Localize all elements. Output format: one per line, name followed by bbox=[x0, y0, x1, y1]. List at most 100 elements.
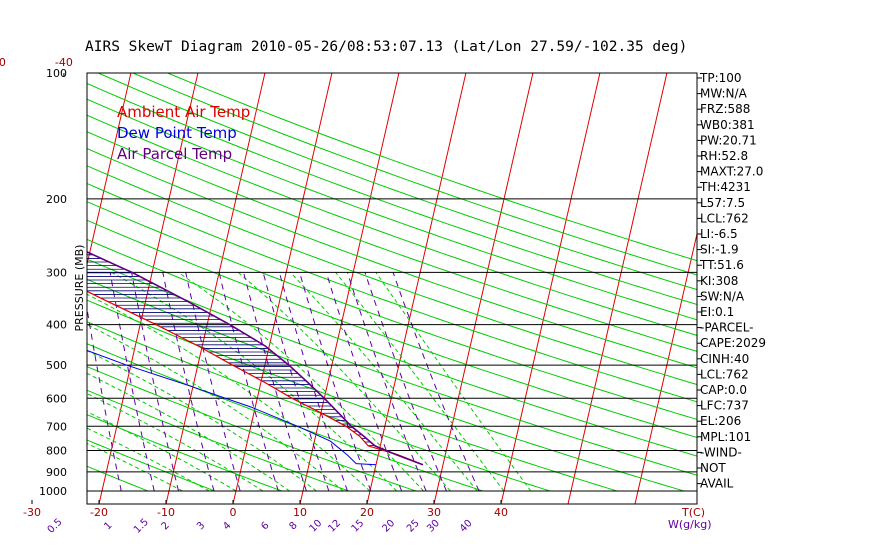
dry-adiabat-line bbox=[98, 73, 697, 291]
bottom-temp-tick-label: -10 bbox=[157, 506, 175, 519]
mixing-ratio-label: 2 bbox=[160, 520, 172, 532]
mixing-ratio-label: 40 bbox=[458, 518, 475, 535]
isotherm-line bbox=[299, 73, 400, 504]
index-label: SI:-1.9 bbox=[700, 243, 739, 257]
moist-adiabat-line bbox=[87, 372, 290, 492]
isotherm-line bbox=[634, 231, 697, 504]
index-label: LCL:762 bbox=[700, 367, 749, 381]
dry-adiabat-line bbox=[87, 165, 697, 386]
dry-adiabat-line bbox=[87, 343, 484, 492]
index-label: TP:100 bbox=[699, 71, 742, 85]
dry-adiabat-line bbox=[0, 73, 81, 491]
index-label: TT:51.6 bbox=[699, 258, 744, 272]
moist-adiabat-line bbox=[87, 393, 264, 492]
bottom-temp-tick-label: 20 bbox=[360, 506, 374, 519]
x-axis-unit-label: T(C) bbox=[681, 506, 705, 519]
bottom-temp-tick-label: 30 bbox=[427, 506, 441, 519]
mixing-ratio-label: 12 bbox=[326, 518, 343, 535]
index-label: MAXT:27.0 bbox=[700, 165, 763, 179]
air-parcel-temp-line bbox=[87, 251, 424, 466]
dew-point-temp-line bbox=[87, 349, 377, 466]
dry-adiabat-line bbox=[87, 182, 697, 403]
background-grid bbox=[0, 73, 697, 504]
mixing-ratio-line bbox=[364, 272, 447, 492]
index-label: KI:308 bbox=[700, 274, 738, 288]
pressure-tick-label: 1000 bbox=[39, 485, 67, 498]
mixing-ratio-label: 6 bbox=[259, 520, 271, 532]
mixing-ratio-label: 1 bbox=[102, 520, 114, 532]
plot-frame bbox=[86, 72, 698, 505]
index-label: -PARCEL- bbox=[700, 321, 754, 335]
pressure-tick-label: 900 bbox=[46, 466, 67, 479]
legend-air-parcel-temp: Air Parcel Temp bbox=[117, 145, 232, 163]
index-label: NOT bbox=[700, 461, 726, 475]
moist-adiabat-line bbox=[87, 323, 344, 492]
pressure-tick-label: 700 bbox=[46, 420, 67, 433]
dry-adiabat-line bbox=[87, 321, 551, 492]
axes: 1002003004005006007008009001000-120-110-… bbox=[0, 56, 698, 536]
pressure-tick-label: 300 bbox=[46, 266, 67, 279]
isotherm-line bbox=[366, 73, 467, 504]
mixing-ratio-label: 4 bbox=[221, 520, 233, 532]
dry-adiabat-line bbox=[87, 82, 697, 306]
dry-adiabat-line bbox=[87, 114, 697, 336]
dry-adiabat-line bbox=[87, 278, 685, 492]
chart-title: AIRS SkewT Diagram 2010-05-26/08:53:07.1… bbox=[85, 39, 687, 55]
pressure-tick-label: 200 bbox=[46, 193, 67, 206]
isotherm-line bbox=[98, 73, 199, 504]
dry-adiabat-line bbox=[87, 98, 697, 321]
index-label: MPL:101 bbox=[700, 430, 751, 444]
pressure-tick-label: 400 bbox=[46, 319, 67, 332]
pressure-tick-label: 600 bbox=[46, 392, 67, 405]
mixing-ratio-label: 0.5 bbox=[46, 517, 65, 536]
mixing-ratio-unit-label: W(g/kg) bbox=[668, 518, 712, 531]
mixing-ratio-line bbox=[278, 272, 348, 492]
isotherm-line bbox=[0, 73, 64, 504]
mixing-ratio-line bbox=[109, 272, 155, 492]
moist-adiabat-line bbox=[87, 293, 371, 492]
isotherm-line bbox=[232, 73, 333, 504]
index-label: EI:0.1 bbox=[700, 305, 734, 319]
legend-ambient-air-temp: Ambient Air Temp bbox=[117, 103, 250, 121]
dry-adiabat-line bbox=[167, 73, 697, 262]
dry-adiabat-line bbox=[87, 414, 283, 492]
dry-adiabat-line bbox=[87, 201, 697, 420]
mixing-ratio-line bbox=[243, 272, 307, 492]
index-label: RH:52.8 bbox=[700, 149, 748, 163]
index-label: L57:7.5 bbox=[700, 196, 745, 210]
index-label: EL:206 bbox=[700, 414, 741, 428]
index-label: FRZ:588 bbox=[700, 102, 750, 116]
bottom-temp-tick-label: 0 bbox=[230, 506, 237, 519]
mixing-ratio-line bbox=[218, 272, 279, 492]
index-label: MW:N/A bbox=[700, 87, 748, 101]
bottom-temp-tick-label: 40 bbox=[494, 506, 508, 519]
legend-dew-point-temp: Dew Point Temp bbox=[117, 124, 237, 142]
mixing-ratio-line bbox=[299, 272, 372, 492]
index-label: LI:-6.5 bbox=[700, 227, 738, 241]
moist-adiabat-line bbox=[177, 271, 424, 492]
index-label: CAP:0.0 bbox=[700, 383, 747, 397]
dry-adiabat-line bbox=[87, 238, 697, 457]
mixing-ratio-label: 10 bbox=[308, 518, 325, 535]
bottom-temp-tick-label: -30 bbox=[23, 506, 41, 519]
dry-adiabat-line bbox=[0, 73, 14, 491]
moist-adiabat-line bbox=[237, 272, 451, 492]
mixing-ratio-line bbox=[0, 272, 3, 491]
index-label: PW:20.71 bbox=[700, 133, 757, 147]
isotherm-line bbox=[433, 73, 534, 504]
mixing-ratio-line bbox=[262, 272, 330, 492]
top-temp-tick-label: -40 bbox=[55, 56, 73, 69]
ambient-air-temp-line bbox=[87, 290, 424, 466]
mixing-ratio-label: 25 bbox=[405, 518, 422, 535]
mixing-ratio-line bbox=[131, 272, 179, 492]
index-label: WB0:381 bbox=[700, 118, 755, 132]
dry-adiabat-line bbox=[132, 73, 697, 276]
moist-adiabat-line bbox=[335, 272, 505, 492]
index-label: LCL:762 bbox=[700, 211, 749, 225]
y-axis-label: PRESSURE (MB) bbox=[73, 245, 86, 332]
moist-adiabat-line bbox=[87, 411, 237, 492]
cape-hatching bbox=[87, 254, 392, 454]
moist-adiabat-line bbox=[87, 442, 183, 492]
pressure-tick-label: 800 bbox=[46, 444, 67, 457]
